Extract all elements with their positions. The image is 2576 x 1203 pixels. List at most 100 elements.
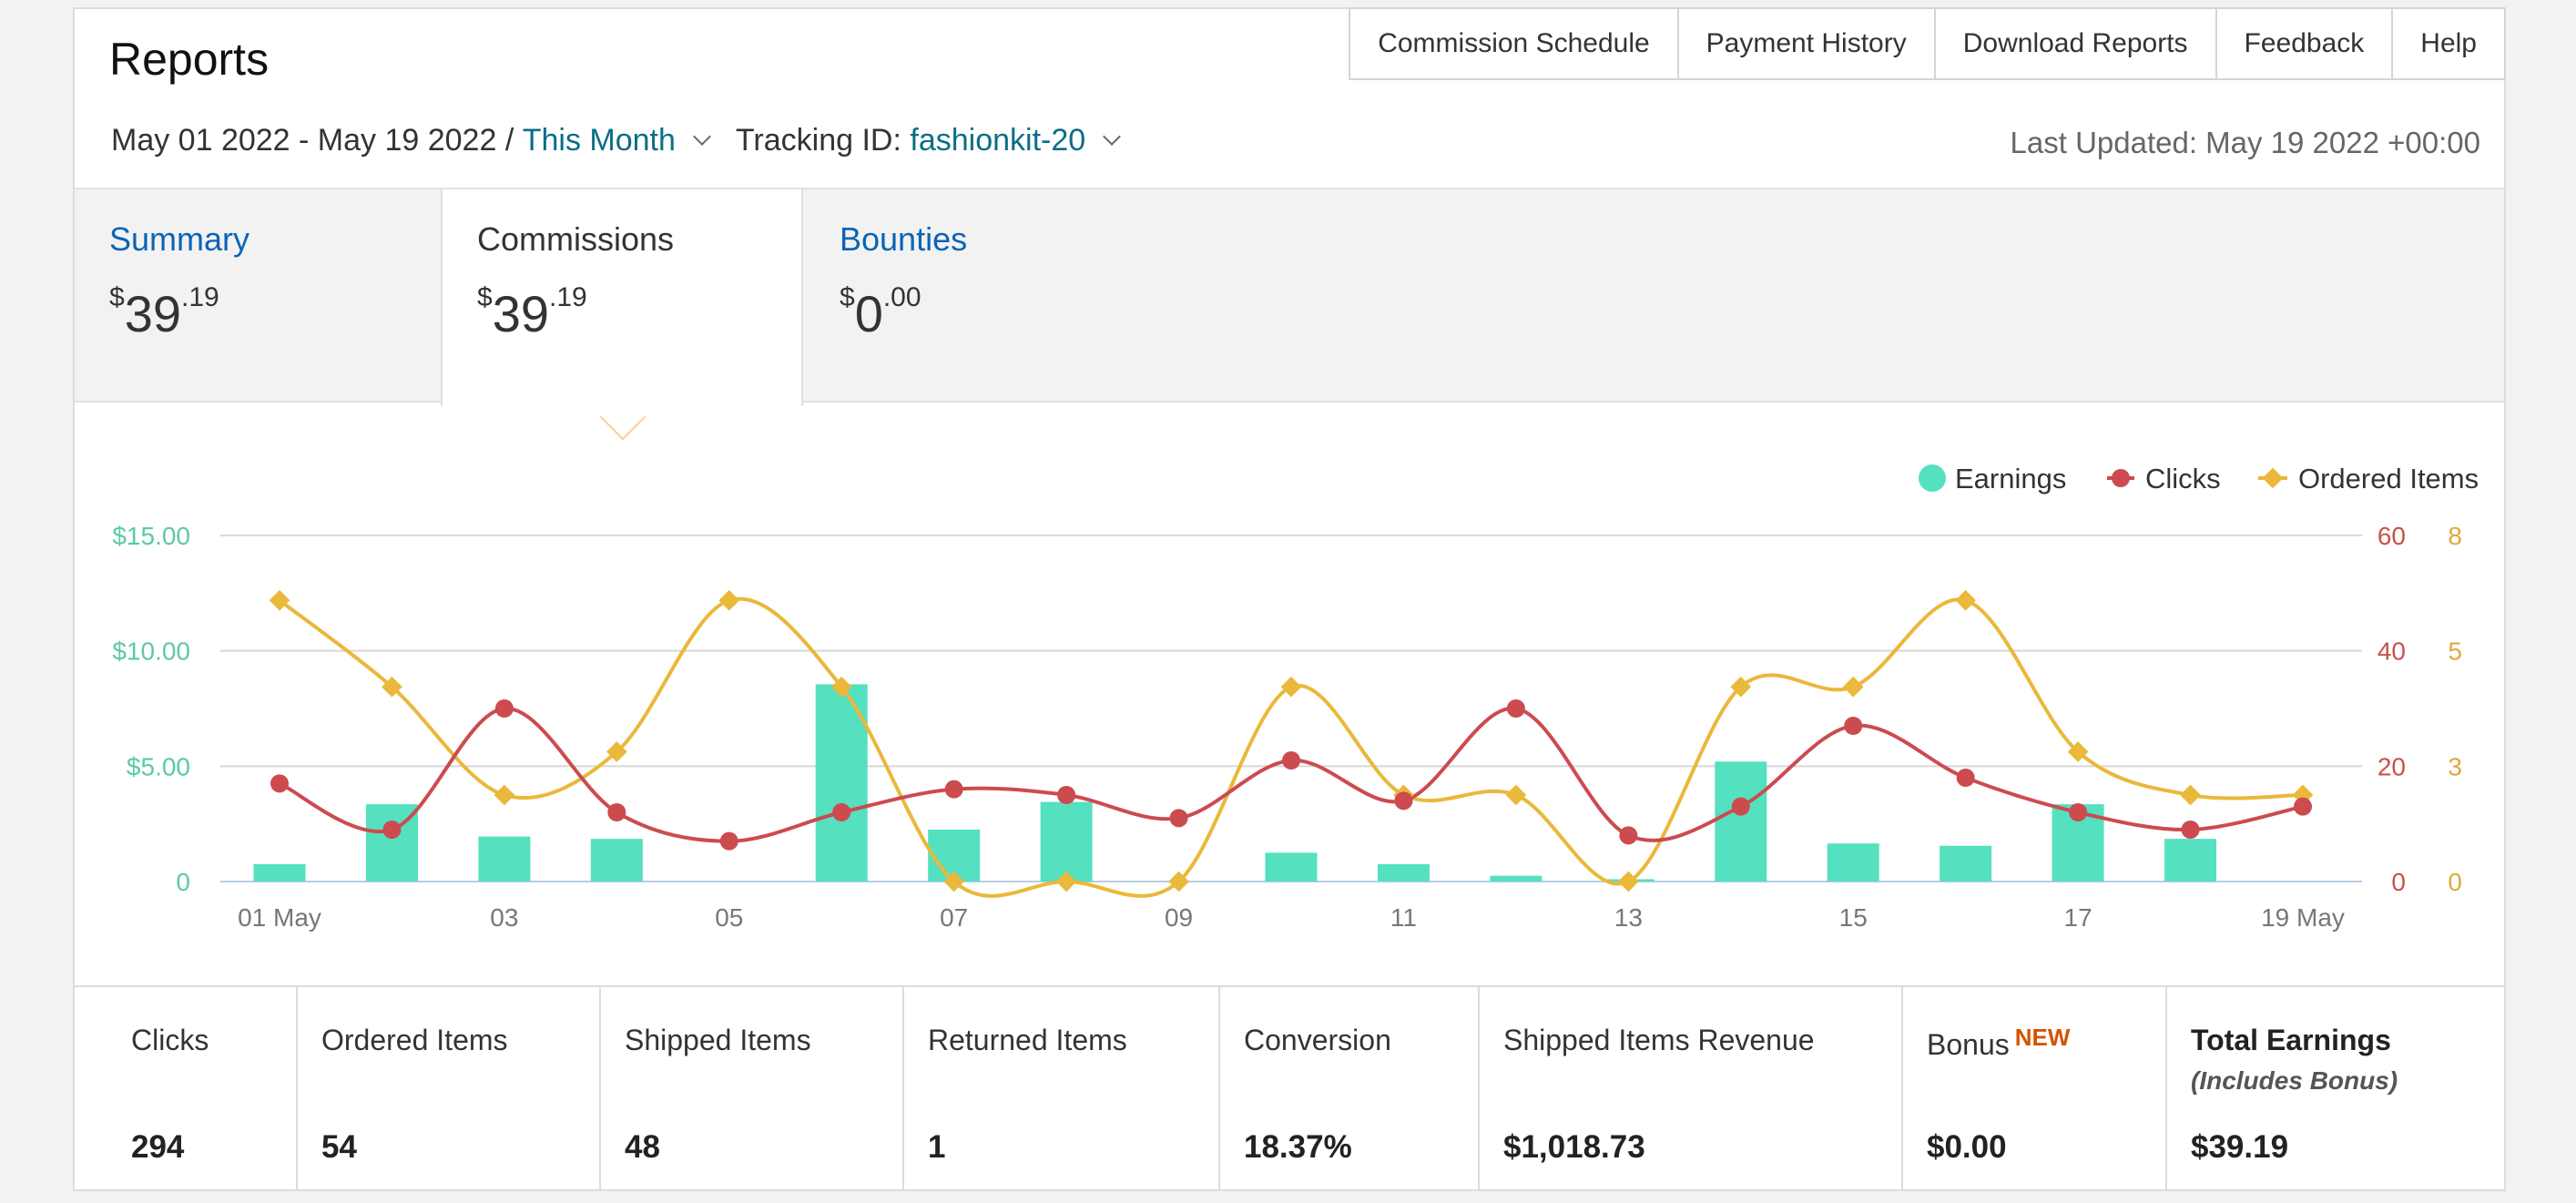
ordered-items-point [1280, 676, 1302, 698]
clicks-point [2181, 821, 2200, 839]
stat-returned-items: Returned Items 1 [902, 987, 1218, 1191]
download-reports-link[interactable]: Download Reports [1933, 9, 2215, 78]
clicks-point [719, 831, 738, 851]
ordered-items-point [1505, 784, 1527, 806]
ordered-items-point [830, 676, 852, 698]
right-axis-tick-clicks: 20 [2377, 752, 2406, 780]
clicks-point [1619, 826, 1638, 845]
tab-label: Bounties [840, 220, 968, 258]
feedback-link[interactable]: Feedback [2215, 9, 2392, 78]
stat-clicks: Clicks 294 [131, 1024, 209, 1165]
right-axis-tick-items: 3 [2448, 752, 2462, 780]
x-axis-tick: 01 May [238, 903, 321, 932]
tab-commissions[interactable]: Commissions $39.19 [441, 189, 803, 406]
right-axis-tick-items: 0 [2448, 868, 2462, 896]
left-axis-tick: $10.00 [112, 637, 190, 666]
right-axis-tick-items: 8 [2448, 522, 2462, 550]
clicks-line [279, 706, 2304, 843]
ordered-items-point [2180, 784, 2201, 806]
ordered-items-point [1730, 676, 1752, 698]
page-title: Reports [109, 34, 270, 85]
clicks-point [1057, 786, 1076, 804]
stat-conversion: Conversion 18.37% [1218, 987, 1478, 1191]
earnings-legend-icon [1919, 464, 1946, 492]
ordered-items-point [1618, 871, 1639, 892]
ordered-items-point [718, 589, 740, 611]
x-axis-tick: 11 [1390, 903, 1417, 932]
legend-label-clicks: Clicks [2145, 463, 2221, 494]
clicks-point [944, 780, 963, 799]
earnings-bar [1827, 843, 1879, 882]
clicks-point [832, 803, 851, 821]
clicks-point [1394, 791, 1413, 810]
clicks-legend-icon [2112, 469, 2130, 487]
tracking-label: Tracking ID: [735, 123, 901, 158]
stat-ordered-items: Ordered Items 54 [296, 987, 599, 1191]
payment-history-link[interactable]: Payment History [1676, 9, 1934, 78]
clicks-point [382, 821, 402, 839]
tab-label: Commissions [477, 220, 675, 258]
x-axis-tick: 17 [2064, 903, 2092, 932]
clicks-point [1169, 809, 1188, 828]
earnings-bar [815, 684, 868, 882]
help-link[interactable]: Help [2391, 9, 2504, 78]
earnings-bar [590, 839, 643, 882]
right-axis-tick-clicks: 40 [2377, 637, 2406, 666]
left-axis-tick: 0 [176, 868, 190, 896]
date-preset-dropdown[interactable]: This Month [522, 123, 676, 158]
clicks-point [1506, 699, 1525, 718]
x-axis-tick: 19 May [2261, 903, 2345, 932]
left-axis-tick: $5.00 [127, 752, 190, 780]
ordered-items-point [382, 676, 402, 698]
tracking-id-dropdown[interactable]: fashionkit-20 [910, 123, 1086, 158]
right-axis-tick-items: 5 [2448, 637, 2462, 666]
commission-schedule-link[interactable]: Commission Schedule [1378, 28, 1650, 58]
ordered-items-line [278, 596, 2304, 898]
chevron-down-icon[interactable] [693, 127, 711, 146]
left-axis-tick: $15.00 [112, 522, 190, 550]
tab-amount: $39.19 [477, 282, 587, 342]
ordered-items-point [606, 741, 627, 762]
clicks-point [1844, 717, 1863, 735]
stat-total-earnings: Total Earnings (Includes Bonus) $39.19 [2165, 987, 2504, 1191]
earnings-bar [1715, 761, 1767, 882]
x-axis-tick: 15 [1839, 903, 1868, 932]
filter-row: May 01 2022 - May 19 2022 / This Month T… [111, 123, 1135, 158]
legend-label-ordered-items: Ordered Items [2298, 463, 2479, 494]
tab-bounties[interactable]: Bounties $0.00 [805, 189, 1196, 404]
stat-bonus: Bonus NEW $0.00 [1901, 987, 2165, 1191]
tab-band: Summary $39.19 Commissions $39.19 Bounti… [75, 188, 2504, 406]
clicks-point [1956, 769, 1975, 787]
chevron-down-icon[interactable] [1103, 127, 1122, 146]
tab-amount: $39.19 [109, 282, 219, 342]
clicks-point [494, 699, 514, 718]
x-axis-tick: 07 [940, 903, 968, 932]
ordered-items-point [943, 871, 964, 892]
earnings-bar [1265, 852, 1318, 882]
ordered-items-point [494, 784, 515, 806]
tab-summary[interactable]: Summary $39.19 [75, 189, 441, 404]
x-axis-tick: 03 [490, 903, 518, 932]
earnings-bar [1377, 864, 1430, 882]
x-axis-tick: 13 [1614, 903, 1643, 932]
x-axis-tick: 05 [715, 903, 743, 932]
top-nav: Commission Schedule Payment History Down… [1349, 7, 2506, 80]
ordered-items-point [1955, 589, 1976, 611]
reports-card: Reports Commission Schedule Payment Hist… [73, 7, 2506, 1191]
x-axis-tick: 09 [1165, 903, 1193, 932]
tab-label: Summary [109, 220, 250, 258]
ordered-items-legend-icon [2262, 467, 2284, 489]
clicks-point [270, 774, 289, 793]
legend-label-earnings: Earnings [1955, 463, 2066, 494]
stats-bar: Clicks 294 Ordered Items 54 Shipped Items 4… [75, 985, 2504, 1191]
earnings-bar [478, 836, 531, 882]
clicks-point [607, 803, 626, 821]
ordered-items-point [1055, 871, 1077, 892]
stat-shipped-revenue: Shipped Items Revenue $1,018.73 [1478, 987, 1901, 1191]
ordered-items-point [1842, 676, 1864, 698]
right-axis-tick-clicks: 0 [2391, 868, 2406, 896]
earnings-bar [253, 864, 306, 882]
clicks-point [2069, 803, 2088, 821]
date-range: May 01 2022 - May 19 2022 / [111, 123, 514, 158]
